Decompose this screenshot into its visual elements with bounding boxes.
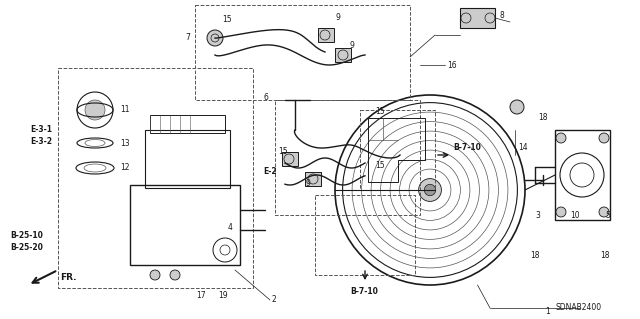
Bar [282, 152, 298, 166]
Circle shape [556, 133, 566, 143]
Bar [275, 100, 420, 215]
Text: B-25-10: B-25-10 [10, 231, 43, 240]
Bar [195, 5, 410, 100]
Circle shape [419, 179, 442, 201]
Text: 4: 4 [228, 224, 233, 233]
Text: E-3-1: E-3-1 [30, 125, 52, 135]
Text: E-2: E-2 [263, 167, 276, 176]
Bar [130, 185, 240, 265]
Text: 1: 1 [545, 308, 550, 316]
Text: 3: 3 [535, 211, 540, 219]
Circle shape [510, 100, 524, 114]
Bar [335, 48, 351, 62]
Text: 15: 15 [278, 147, 287, 157]
Bar [315, 195, 415, 275]
Text: 10: 10 [570, 211, 580, 219]
Text: 9: 9 [336, 13, 341, 23]
Text: 2: 2 [272, 295, 276, 305]
Bar [58, 68, 253, 288]
Text: 6: 6 [264, 93, 269, 101]
Text: 19: 19 [218, 291, 228, 300]
Text: B-25-20: B-25-20 [10, 242, 43, 251]
Text: 8: 8 [500, 11, 505, 20]
Text: 14: 14 [518, 144, 527, 152]
Text: B-7-10: B-7-10 [350, 287, 378, 296]
Text: 12: 12 [120, 164, 129, 173]
Text: 15: 15 [222, 16, 232, 25]
Text: 9: 9 [305, 179, 310, 188]
Text: 9: 9 [350, 41, 355, 49]
Bar [318, 28, 334, 42]
Text: 15: 15 [375, 160, 385, 169]
Circle shape [150, 270, 160, 280]
Text: 16: 16 [447, 61, 456, 70]
Bar [555, 130, 610, 220]
Text: FR.: FR. [60, 273, 77, 283]
Text: 13: 13 [120, 138, 130, 147]
Circle shape [424, 184, 436, 196]
Text: 15: 15 [375, 108, 385, 116]
Circle shape [85, 100, 105, 120]
Circle shape [207, 30, 223, 46]
Text: 5: 5 [605, 211, 610, 219]
Text: 11: 11 [120, 106, 129, 115]
Text: 7: 7 [185, 33, 190, 41]
Circle shape [556, 207, 566, 217]
Circle shape [170, 270, 180, 280]
Circle shape [599, 207, 609, 217]
Text: B-7-10: B-7-10 [453, 144, 481, 152]
Text: 18: 18 [600, 250, 609, 259]
Circle shape [77, 92, 113, 128]
Bar [145, 130, 230, 188]
Text: SDNAB2400: SDNAB2400 [555, 303, 601, 313]
Bar [360, 110, 435, 190]
Circle shape [599, 133, 609, 143]
Text: E-3-2: E-3-2 [30, 137, 52, 146]
Bar [150, 115, 225, 133]
Text: 18: 18 [530, 250, 540, 259]
Bar [305, 172, 321, 186]
Bar [460, 8, 495, 28]
Text: 18: 18 [538, 114, 547, 122]
Text: 17: 17 [196, 291, 205, 300]
